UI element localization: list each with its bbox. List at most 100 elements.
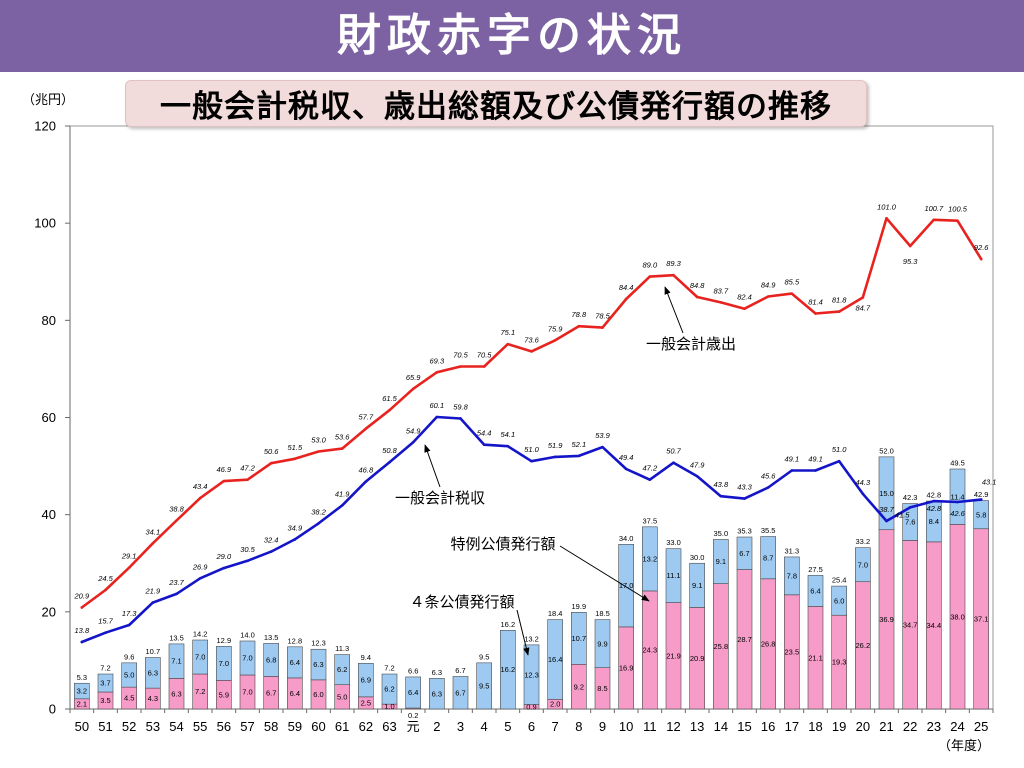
x-tick-label: 52: [122, 719, 136, 734]
annotation-arrow-expenditure: [664, 286, 684, 334]
line-tax-revenue-label: 17.3: [122, 609, 137, 618]
bar-construction-bond: [192, 639, 208, 675]
bar-construction-bond: [878, 456, 895, 531]
bar-special-bond-label: 0.2: [408, 711, 418, 720]
line-tax-revenue-label: 21.9: [145, 587, 161, 596]
x-tick-label: 17: [785, 719, 799, 734]
bar-construction-bond: [216, 646, 232, 681]
line-tax-revenue-point: [932, 499, 936, 503]
line-tax-revenue-label: 41.9: [335, 489, 350, 498]
line-tax-revenue-point: [695, 474, 699, 478]
line-expenditure-label: 101.0: [877, 202, 897, 211]
line-expenditure-point: [885, 217, 888, 220]
bar-total-label: 42.8: [927, 491, 942, 500]
line-tax-revenue-label: 52.1: [572, 440, 587, 449]
line-expenditure-label: 100.7: [924, 204, 944, 213]
line-expenditure-label: 81.4: [808, 298, 823, 307]
x-tick-label: 57: [240, 719, 254, 734]
line-tax-revenue-label: 54.4: [477, 429, 492, 438]
bar-construction-bond-label: 11.4: [950, 492, 964, 501]
bar-special-bond-label: 7.2: [195, 687, 205, 696]
bar-total-label: 6.7: [455, 666, 465, 675]
x-tick-label: 10: [619, 719, 633, 734]
bar-special-bond-label: 6.4: [290, 689, 300, 698]
line-tax-revenue-point: [411, 440, 415, 444]
bar-total-label: 12.3: [311, 639, 326, 648]
y-tick-label: 20: [42, 604, 56, 619]
line-tax-revenue-point: [151, 601, 155, 604]
line-tax-revenue-point: [885, 519, 888, 523]
x-tick-label: 5: [504, 719, 511, 734]
bar-construction-bond-label: 16.4: [548, 655, 563, 664]
line-tax-revenue-point: [814, 469, 817, 472]
bar-construction-bond: [476, 662, 492, 710]
x-tick-label: 51: [98, 719, 112, 734]
line-tax-revenue-label: 60.1: [430, 401, 445, 410]
bar-total-label: 14.2: [193, 630, 208, 639]
page-title: 財政赤字の状況: [337, 10, 687, 61]
bar-construction-bond: [405, 676, 421, 709]
bar-total-label: 25.4: [832, 576, 847, 585]
line-tax-revenue-label: 47.2: [643, 464, 658, 473]
line-tax-revenue-point: [364, 480, 368, 483]
line-tax-revenue-label: 34.9: [288, 523, 303, 532]
line-tax-revenue-label: 29.0: [216, 552, 232, 561]
line-expenditure-point: [624, 297, 628, 301]
line-expenditure-point: [932, 218, 936, 222]
line-expenditure-point: [553, 338, 557, 342]
bar-total-label: 19.9: [572, 602, 587, 611]
bar-special-bond-label: 6.7: [266, 688, 276, 697]
bar-construction-bond-label: 7.1: [171, 657, 181, 666]
line-expenditure-label: 29.1: [121, 552, 137, 561]
line-expenditure-label: 100.5: [948, 205, 968, 214]
bar-construction-bond: [523, 644, 540, 705]
line-tax-revenue-label: 51.9: [548, 441, 563, 450]
line-expenditure-point: [672, 273, 675, 277]
bars-group: [74, 456, 989, 710]
line-expenditure-point: [364, 427, 368, 430]
line-expenditure-point: [577, 324, 581, 328]
x-axis-unit: （年度）: [938, 738, 990, 754]
bar-construction-bond-label: 7.0: [242, 654, 252, 663]
line-expenditure-label: 81.8: [832, 296, 847, 305]
bar-special-bond-label: 2.1: [77, 699, 87, 708]
bar-construction-bond: [145, 657, 161, 689]
bar-construction-bond-label: 3.2: [77, 687, 87, 696]
x-tick-label: 60: [311, 719, 325, 734]
bar-special-bond-label: 16.9: [619, 664, 634, 673]
annotations-group: 一般会計歳出 一般会計税収 特例公債発行額 ４条公債発行額: [395, 286, 736, 656]
line-expenditure-point: [482, 365, 486, 368]
line-expenditure-label: 85.5: [785, 278, 800, 287]
line-expenditure-point: [956, 219, 959, 223]
line-tax-revenue-label: 43.3: [737, 483, 752, 492]
line-expenditure-point: [506, 342, 510, 346]
bar-total-label: 9.6: [124, 652, 134, 661]
bar-total-label: 33.0: [666, 538, 681, 547]
bar-construction-bond-label: 7.0: [858, 560, 868, 569]
bar-construction-bond-label: 15.0: [879, 489, 894, 498]
x-tick-label: 6: [528, 719, 535, 734]
line-expenditure-label: 82.4: [737, 293, 752, 302]
line-tax-revenue-point: [956, 500, 959, 504]
bar-construction-bond: [263, 643, 279, 677]
line-expenditure-label: 38.8: [169, 504, 184, 513]
line-tax-revenue-point: [104, 631, 107, 635]
line-expenditure-point: [908, 244, 912, 248]
line-tax-revenue-label: 38.7: [879, 505, 894, 514]
line-expenditure-point: [293, 457, 297, 461]
x-tick-label: 22: [903, 719, 917, 734]
line-tax-revenue-label: 43.8: [714, 480, 729, 489]
bar-total-label: 6.6: [408, 666, 418, 675]
bar-construction-bond-label: 6.7: [455, 688, 465, 697]
bar-special-bond-label: 8.5: [597, 684, 607, 693]
line-tax-revenue-label: 51.0: [832, 445, 847, 454]
x-tick-label: 4: [481, 719, 488, 734]
line-tax-revenue-point: [624, 467, 628, 471]
bar-construction-bond-label: 11.1: [666, 571, 680, 580]
line-expenditure-point: [411, 387, 415, 391]
data-labels-group: 20.9 24.5 29.1 34.1 38.8 43.4 46.9 47.2 50.6 51.5…: [74, 202, 997, 720]
bar-construction-bond: [642, 526, 658, 592]
line-tax-revenue-point: [743, 497, 746, 500]
bar-total-label: 7.2: [100, 664, 110, 673]
line-tax-revenue-label: 43.1: [982, 478, 997, 487]
